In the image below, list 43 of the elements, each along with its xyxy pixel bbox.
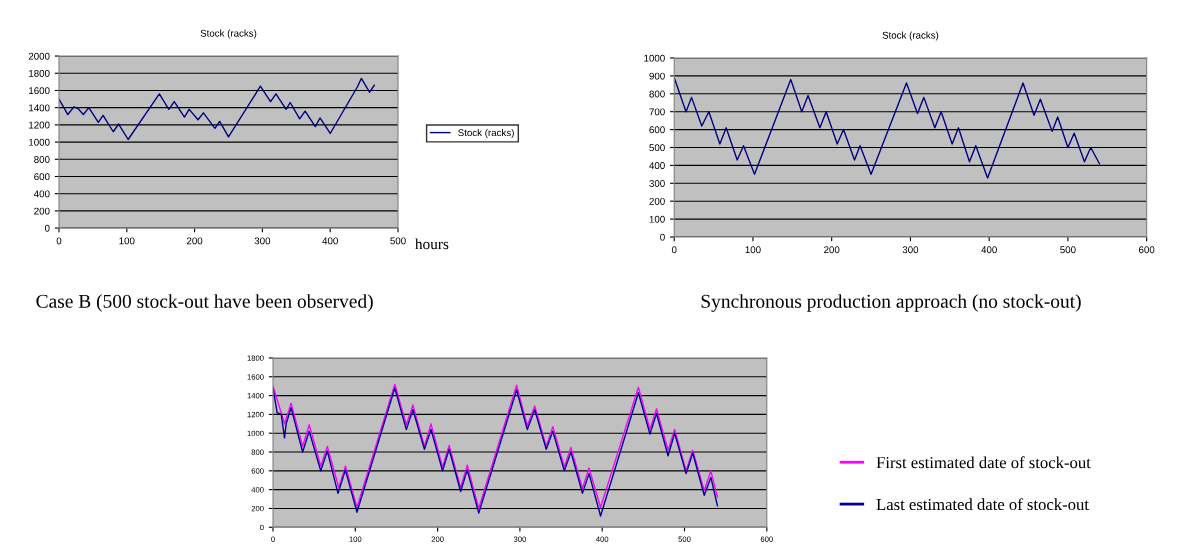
y-tick-label: 1000 [644, 54, 665, 62]
x-tick-label: 0 [671, 246, 677, 254]
y-tick-label: 900 [649, 72, 665, 80]
y-tick-label: 300 [649, 180, 665, 187]
legend-label: First estimated date of stock-out [876, 456, 1091, 469]
legend-label: Stock (racks) [458, 128, 514, 138]
chart-title: Stock (racks) [200, 29, 257, 39]
y-tick-label: 600 [34, 173, 50, 181]
x-tick-label: 300 [902, 246, 919, 254]
x-axis-title: hours [415, 238, 449, 250]
y-tick-label: 2000 [28, 52, 50, 60]
y-tick-label: 1400 [29, 104, 50, 112]
y-tick-label: 1000 [29, 138, 50, 146]
text: Case B (500 stock-out have been observed) [36, 294, 373, 312]
y-tick-label: 200 [649, 197, 665, 205]
line-series [674, 76, 1101, 179]
x-tick-label: 500 [390, 237, 406, 245]
x-tick-label: 100 [119, 237, 135, 245]
y-tick-label: 1800 [29, 69, 50, 77]
line-series [58, 77, 375, 141]
y-tick-label: 100 [649, 215, 665, 223]
y-tick-label: 1600 [29, 87, 50, 95]
y-tick-label: 400 [649, 162, 665, 170]
x-tick-label: 200 [824, 246, 840, 254]
x-tick-label: 500 [1060, 246, 1076, 254]
legend-label: Last estimated date of stock-out [876, 498, 1089, 511]
y-tick-label: 400 [33, 190, 50, 198]
x-tick-label: 400 [981, 246, 997, 254]
y-tick-label: 500 [649, 144, 665, 152]
y-tick-label: 600 [649, 126, 665, 134]
x-tick-label: 0 [56, 237, 62, 245]
x-tick-label: 200 [186, 237, 203, 245]
y-tick-label: 800 [34, 156, 50, 163]
y-tick-label: 800 [649, 90, 665, 98]
text: Synchronous production approach (no stock-out) [701, 294, 1081, 312]
x-tick-label: 400 [322, 237, 338, 245]
y-tick-label: 700 [649, 108, 665, 116]
y-tick-label: 1200 [29, 121, 50, 129]
y-tick-label: 200 [34, 207, 50, 215]
x-tick-label: 600 [1139, 246, 1155, 254]
chart-title: Stock (racks) [882, 31, 939, 41]
y-tick-label: 0 [44, 224, 50, 232]
x-tick-label: 100 [745, 246, 761, 254]
